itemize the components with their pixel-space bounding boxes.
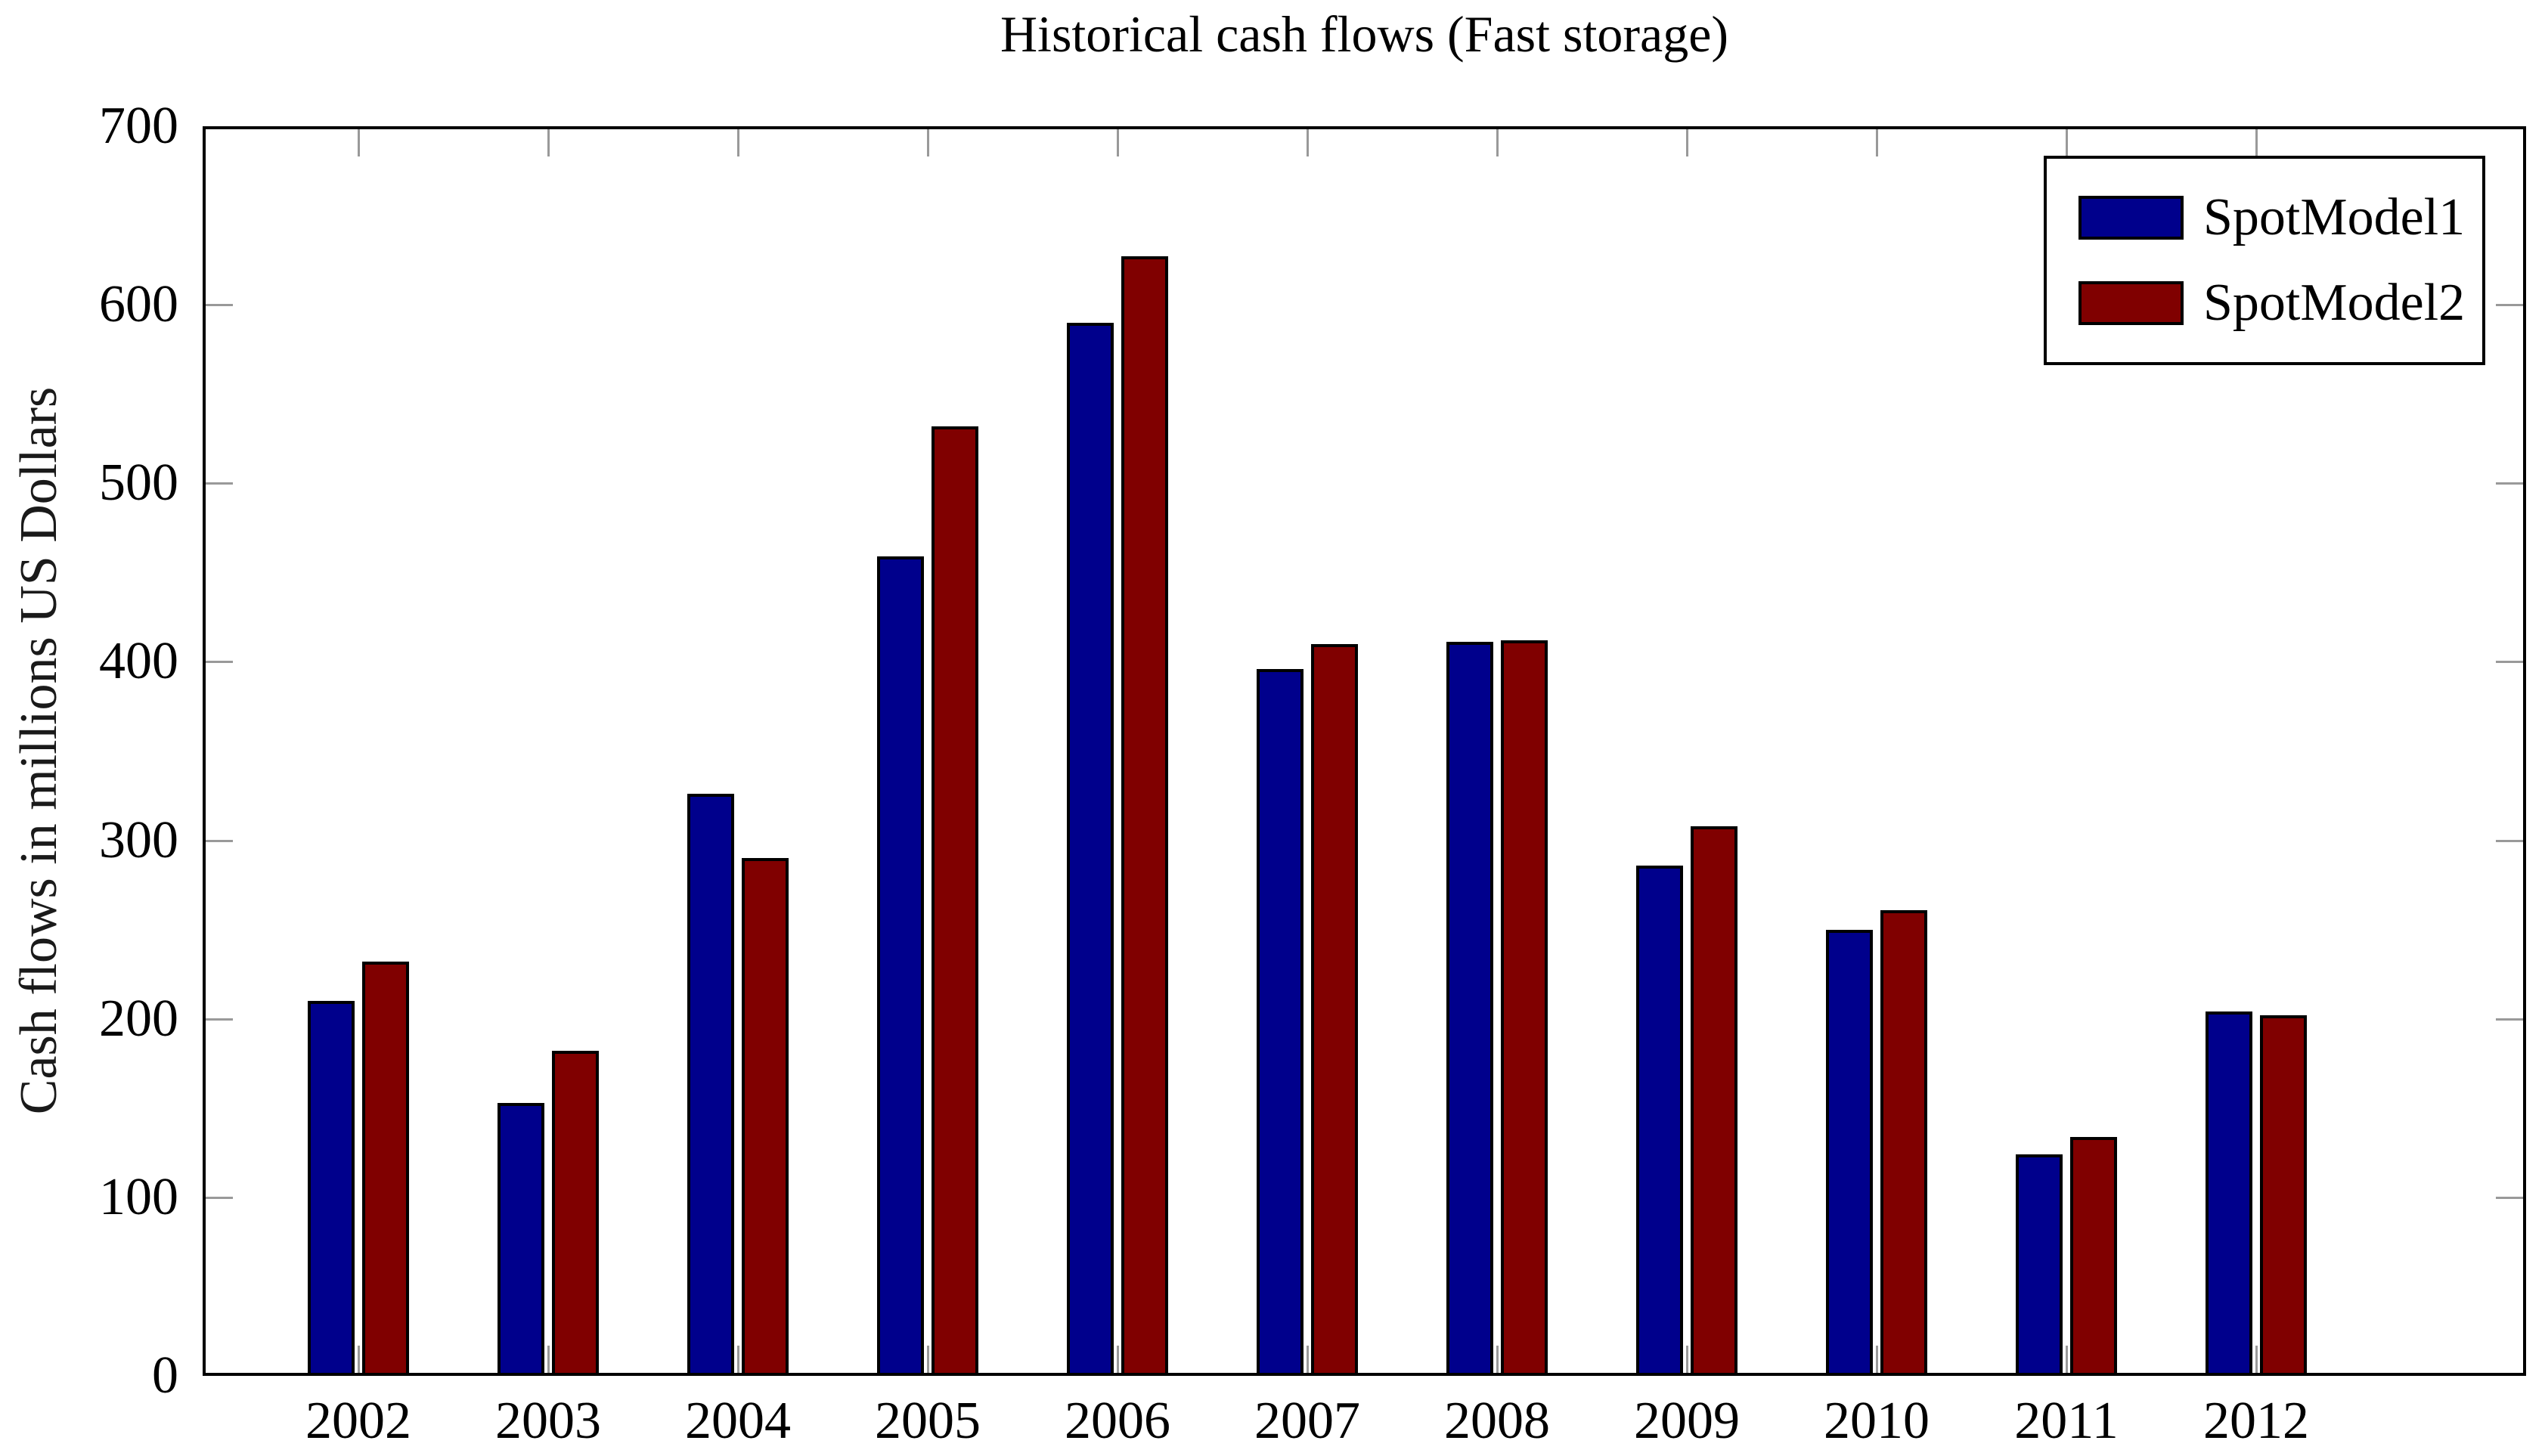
x-tick-label: 2011 bbox=[2014, 1392, 2119, 1450]
x-tick-label: 2007 bbox=[1254, 1392, 1360, 1450]
x-tick-label: 2012 bbox=[2203, 1392, 2309, 1450]
x-tick-label: 2004 bbox=[685, 1392, 791, 1450]
bar-spotmodel2-2010 bbox=[1880, 910, 1927, 1376]
y-tick-right bbox=[2496, 1018, 2523, 1021]
x-tick-bottom bbox=[2255, 1346, 2258, 1373]
x-tick-top bbox=[1686, 129, 1688, 156]
legend-label: SpotModel2 bbox=[2203, 274, 2466, 332]
y-tick-right bbox=[2496, 661, 2523, 663]
bar-spotmodel2-2012 bbox=[2260, 1015, 2307, 1376]
x-tick-bottom bbox=[2066, 1346, 2068, 1373]
bar-spotmodel2-2005 bbox=[932, 426, 978, 1376]
y-tick-right bbox=[2496, 304, 2523, 306]
bar-spotmodel2-2009 bbox=[1691, 826, 1737, 1376]
x-tick-label: 2005 bbox=[875, 1392, 981, 1450]
x-tick-top bbox=[927, 129, 929, 156]
legend-swatch-spotmodel1 bbox=[2078, 196, 2184, 240]
x-tick-bottom bbox=[1876, 1346, 1878, 1373]
x-tick-bottom bbox=[547, 1346, 550, 1373]
x-tick-bottom bbox=[1686, 1346, 1688, 1373]
y-tick-left bbox=[206, 482, 233, 485]
x-tick-top bbox=[737, 129, 739, 156]
x-tick-label: 2010 bbox=[1824, 1392, 1930, 1450]
x-tick-label: 2009 bbox=[1634, 1392, 1740, 1450]
bar-spotmodel2-2011 bbox=[2070, 1137, 2117, 1376]
y-tick-right bbox=[2496, 1197, 2523, 1199]
y-tick-label: 600 bbox=[99, 275, 178, 333]
bar-spotmodel1-2005 bbox=[877, 556, 924, 1376]
y-tick-left bbox=[206, 1018, 233, 1021]
y-tick-left bbox=[206, 304, 233, 306]
x-tick-bottom bbox=[927, 1346, 929, 1373]
x-tick-bottom bbox=[1117, 1346, 1119, 1373]
x-tick-bottom bbox=[1307, 1346, 1309, 1373]
x-tick-label: 2002 bbox=[305, 1392, 411, 1450]
y-tick-label: 300 bbox=[99, 811, 178, 869]
x-tick-bottom bbox=[1496, 1346, 1499, 1373]
bar-spotmodel2-2006 bbox=[1121, 256, 1168, 1376]
bar-spotmodel2-2004 bbox=[742, 858, 789, 1376]
plot-area bbox=[203, 126, 2526, 1376]
y-tick-label: 500 bbox=[99, 454, 178, 512]
legend-swatch-spotmodel2 bbox=[2078, 281, 2184, 325]
legend-label: SpotModel1 bbox=[2203, 188, 2466, 246]
bar-spotmodel2-2002 bbox=[362, 962, 409, 1376]
x-tick-top bbox=[2066, 129, 2068, 156]
bar-spotmodel1-2007 bbox=[1257, 669, 1303, 1376]
x-tick-top bbox=[2255, 129, 2258, 156]
x-tick-label: 2006 bbox=[1065, 1392, 1170, 1450]
x-tick-bottom bbox=[737, 1346, 739, 1373]
bar-spotmodel1-2010 bbox=[1826, 930, 1873, 1376]
bar-spotmodel2-2007 bbox=[1311, 644, 1358, 1376]
legend-item: SpotModel2 bbox=[2078, 277, 2482, 330]
bar-spotmodel1-2009 bbox=[1636, 866, 1683, 1376]
y-tick-left bbox=[206, 661, 233, 663]
bar-spotmodel1-2012 bbox=[2206, 1011, 2252, 1376]
x-tick-top bbox=[1117, 129, 1119, 156]
y-tick-left bbox=[206, 1197, 233, 1199]
y-tick-left bbox=[206, 840, 233, 842]
x-tick-top bbox=[547, 129, 550, 156]
bar-spotmodel1-2006 bbox=[1067, 323, 1114, 1376]
x-tick-top bbox=[1876, 129, 1878, 156]
x-tick-top bbox=[1496, 129, 1499, 156]
legend-item: SpotModel1 bbox=[2078, 191, 2482, 244]
y-tick-right bbox=[2496, 482, 2523, 485]
y-tick-right bbox=[2496, 840, 2523, 842]
x-tick-top bbox=[358, 129, 360, 156]
bar-spotmodel1-2004 bbox=[687, 794, 734, 1376]
y-tick-label: 100 bbox=[99, 1168, 178, 1226]
y-tick-label: 400 bbox=[99, 632, 178, 690]
bar-spotmodel1-2003 bbox=[498, 1103, 544, 1376]
chart-title: Historical cash flows (Fast storage) bbox=[1000, 5, 1729, 63]
x-tick-top bbox=[1307, 129, 1309, 156]
x-tick-label: 2003 bbox=[495, 1392, 601, 1450]
bar-spotmodel2-2003 bbox=[552, 1051, 599, 1376]
bar-spotmodel1-2002 bbox=[308, 1001, 355, 1376]
x-tick-bottom bbox=[358, 1346, 360, 1373]
x-tick-label: 2008 bbox=[1444, 1392, 1550, 1450]
bar-spotmodel1-2008 bbox=[1446, 642, 1493, 1376]
legend-box: SpotModel1 SpotModel2 bbox=[2044, 156, 2485, 365]
y-tick-label: 0 bbox=[152, 1346, 178, 1405]
bar-spotmodel2-2008 bbox=[1501, 640, 1548, 1376]
bar-spotmodel1-2011 bbox=[2016, 1154, 2063, 1376]
y-tick-label: 200 bbox=[99, 990, 178, 1048]
y-tick-label: 700 bbox=[99, 97, 178, 155]
